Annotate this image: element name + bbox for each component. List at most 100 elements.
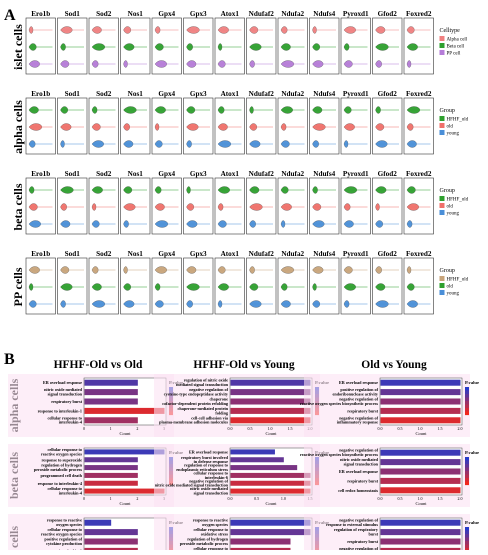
gene-label: Ndufs4 xyxy=(313,10,335,18)
category-label-line: cysteine-type endopeptidase activity xyxy=(164,392,229,397)
bar xyxy=(380,449,461,456)
x-tick-label: 0.5 xyxy=(398,496,403,501)
bar xyxy=(230,389,311,396)
category-label: respiratory burst xyxy=(51,399,82,404)
gene-label: Foxred2 xyxy=(406,10,432,18)
violin-legend-label: young xyxy=(447,292,460,297)
category-label-line: interleukin-6 xyxy=(205,475,228,480)
category-label: negative regulation of nitric oxide media… xyxy=(155,478,229,487)
violin-cell-frame xyxy=(246,177,277,235)
x-tick-label: 0.0 xyxy=(228,496,233,501)
pvalue-legend-step xyxy=(465,537,469,542)
category-label: chaperone-mediated protein folding xyxy=(178,406,229,415)
category-label-line: negative regulation of xyxy=(189,478,228,483)
violin-cell-frame xyxy=(183,177,214,235)
category-label-line: negative regulation of xyxy=(339,415,378,420)
category-label-line: endoribonuclease activity xyxy=(333,392,379,397)
legend-swatch xyxy=(439,196,445,201)
pvalue-legend-step xyxy=(465,474,469,479)
bar xyxy=(230,472,311,478)
bar xyxy=(230,379,311,386)
category-label-line: response to reactive xyxy=(193,518,228,523)
pvalue-legend-step xyxy=(465,530,469,535)
bar xyxy=(84,529,138,536)
violin-legend-label: HFHF_old xyxy=(447,278,469,283)
category-label-line: ER overload response xyxy=(189,449,228,454)
violin-cell-frame xyxy=(277,17,308,75)
violin-cell-frame xyxy=(88,17,119,75)
violin-cell-frame xyxy=(25,17,56,75)
category-label-line: signal transduction xyxy=(48,392,83,397)
bar xyxy=(380,487,461,494)
pvalue-legend-step xyxy=(465,534,469,538)
x-tick-label: 0 xyxy=(83,426,85,431)
category-label-line: response to interleukin-4 xyxy=(38,481,83,486)
violin-cell-frame xyxy=(88,97,119,155)
category-label: negative regulation of inflammatory respo… xyxy=(337,415,379,424)
category-label-line: positive regulation of xyxy=(340,387,378,392)
gene-label: Ndufaf2 xyxy=(249,10,275,18)
x-tick-label: 0 xyxy=(83,496,85,501)
legend-swatch xyxy=(439,36,445,41)
violin-cell-frame xyxy=(214,17,245,75)
bar xyxy=(380,407,461,414)
category-label-line: positive regulation of xyxy=(44,537,82,542)
pvalue-legend-step xyxy=(465,394,469,398)
violin-cell-frame xyxy=(372,97,403,155)
x-axis-label: Count xyxy=(265,431,277,436)
x-tick-label: 1.0 xyxy=(418,426,423,431)
category-label: response to superoxide xyxy=(41,457,82,462)
violin-row-label: alpha cells xyxy=(11,100,25,154)
category-label-line: folding xyxy=(215,410,228,415)
gene-label: Sod2 xyxy=(96,170,112,178)
category-label: negative regulation of reactive oxygen sp… xyxy=(300,448,379,457)
violin-row-PP-cells: PP cells Ero1b Sod1 Sod2 Nos1 Gpx4 Gpx3 Atox1 Nd… xyxy=(11,250,469,315)
x-tick-label: 0.0 xyxy=(378,426,383,431)
violin-cell-frame xyxy=(340,17,371,75)
violin-cell-frame xyxy=(183,97,214,155)
bar xyxy=(230,480,311,486)
category-label-line: regulation of response to xyxy=(184,463,228,468)
category-label-line: chaperone xyxy=(209,397,228,402)
bar xyxy=(380,459,461,466)
x-tick-label: 1 xyxy=(110,496,112,501)
violin-cell-frame xyxy=(151,177,182,235)
violin-cell-frame xyxy=(340,257,371,315)
pvalue-legend-title: P.value xyxy=(465,380,479,385)
bar xyxy=(380,529,461,536)
category-label-line: signal transduction xyxy=(194,490,229,495)
x-axis-label: Count xyxy=(119,431,131,436)
column-title: Old vs Young xyxy=(361,359,427,371)
violin-cell-frame xyxy=(246,17,277,75)
gene-label: Ero1b xyxy=(31,170,50,178)
violin-cell-frame xyxy=(120,257,151,315)
category-label: respiratory burst xyxy=(347,478,378,483)
category-label: cellular response to interleukin-4 xyxy=(47,415,82,424)
category-label-line: cell-cell adhesion via xyxy=(191,415,229,420)
violin-cell-frame xyxy=(151,257,182,315)
category-label-line: cellular response to xyxy=(193,527,228,532)
category-label-line: response to interleukin-1 xyxy=(38,408,82,413)
category-label-line: oxygen species xyxy=(202,522,228,527)
category-label-line: in defense response xyxy=(194,459,228,464)
category-label: response to interleukin-4 xyxy=(38,481,83,486)
category-label-line: oxidative stress xyxy=(201,532,229,537)
category-label: respiratory burst xyxy=(347,539,378,544)
violin-cell-frame xyxy=(340,97,371,155)
violin-cell-frame xyxy=(25,97,56,155)
bar xyxy=(380,538,461,545)
bar xyxy=(84,472,138,478)
x-tick-label: 2.0 xyxy=(458,496,463,501)
gene-label: Gpx3 xyxy=(190,90,207,98)
gene-label: Gfod2 xyxy=(378,90,398,98)
category-label-line: programmed cell death xyxy=(40,473,82,478)
x-tick-label: 1.5 xyxy=(288,426,293,431)
legend-swatch xyxy=(439,283,445,288)
gene-label: Ndufs4 xyxy=(313,170,335,178)
category-label-line: ER overload response xyxy=(339,380,378,385)
bar xyxy=(230,519,311,526)
gene-label: Ero1b xyxy=(31,10,50,18)
category-label-line: negative regulation of xyxy=(339,518,378,523)
category-label: ER overload response xyxy=(43,380,82,385)
violin-panel: islet cells Ero1b Sod1 Sod2 Nos1 Gpx4 Gpx3 Atox… xyxy=(11,10,469,315)
